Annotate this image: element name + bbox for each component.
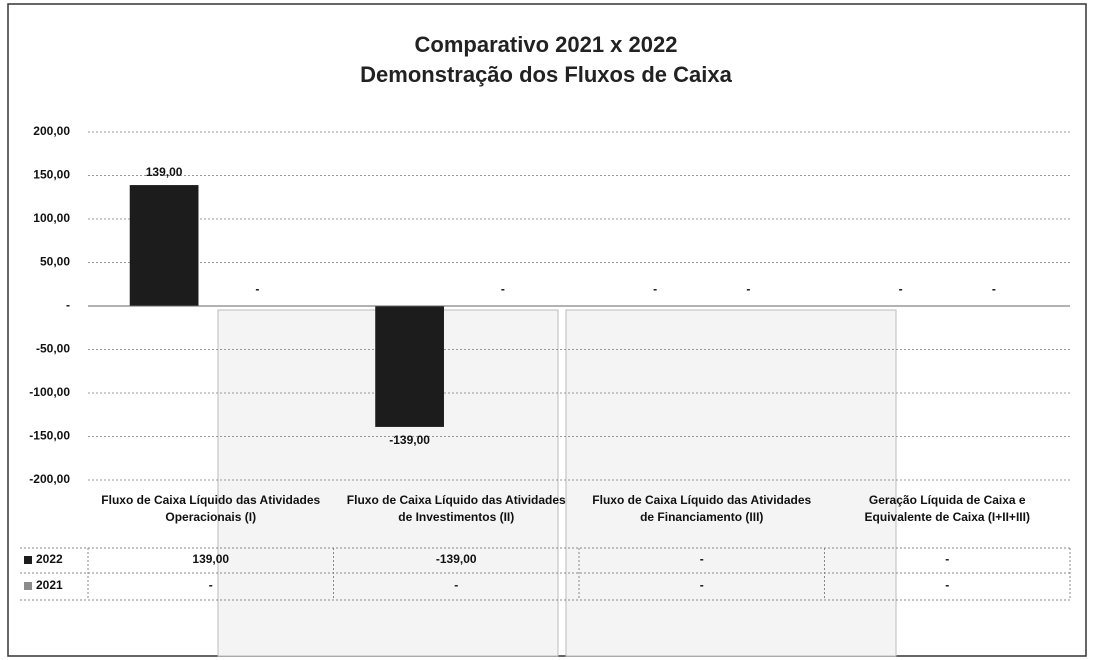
table-cell: - <box>209 578 213 592</box>
table-cell: - <box>945 578 949 592</box>
x-tick-label: Fluxo de Caixa Líquido das Atividades Op… <box>101 493 321 524</box>
data-label: - <box>501 282 505 296</box>
y-tick-label: 150,00 <box>33 168 70 182</box>
bar <box>375 306 444 427</box>
y-tick-label: -200,00 <box>29 472 70 486</box>
table-cell: - <box>945 552 949 566</box>
y-tick-label: -100,00 <box>29 385 70 399</box>
table-cell: 139,00 <box>192 552 229 566</box>
legend-label: 2021 <box>36 578 63 592</box>
x-tick-label: Geração Líquida de Caixa e Equivalente d… <box>864 493 1030 524</box>
y-tick-label: -150,00 <box>29 429 70 443</box>
background-panel <box>565 309 897 657</box>
y-tick-label: 200,00 <box>33 124 70 138</box>
data-label: 139,00 <box>146 165 183 179</box>
chart-title: Demonstração dos Fluxos de Caixa <box>360 62 732 87</box>
table-cell: - <box>700 578 704 592</box>
table-cell: -139,00 <box>436 552 477 566</box>
y-tick-label: - <box>66 298 70 312</box>
data-label: - <box>899 282 903 296</box>
data-label: - <box>746 282 750 296</box>
y-tick-label: 100,00 <box>33 211 70 225</box>
legend-label: 2022 <box>36 552 63 566</box>
y-tick-label: -50,00 <box>36 342 70 356</box>
y-tick-label: 50,00 <box>40 255 70 269</box>
table-cell: - <box>454 578 458 592</box>
x-tick-label: Fluxo de Caixa Líquido das Atividades de… <box>346 493 566 524</box>
data-label: - <box>653 282 657 296</box>
data-label: -139,00 <box>389 433 430 447</box>
x-tick-label: Fluxo de Caixa Líquido das Atividades de… <box>592 493 812 524</box>
legend-key <box>24 582 32 590</box>
table-cell: - <box>700 552 704 566</box>
legend-key <box>24 556 32 564</box>
data-label: - <box>255 282 259 296</box>
chart-title: Comparativo 2021 x 2022 <box>415 32 678 57</box>
data-label: - <box>992 282 996 296</box>
bar <box>129 185 199 306</box>
